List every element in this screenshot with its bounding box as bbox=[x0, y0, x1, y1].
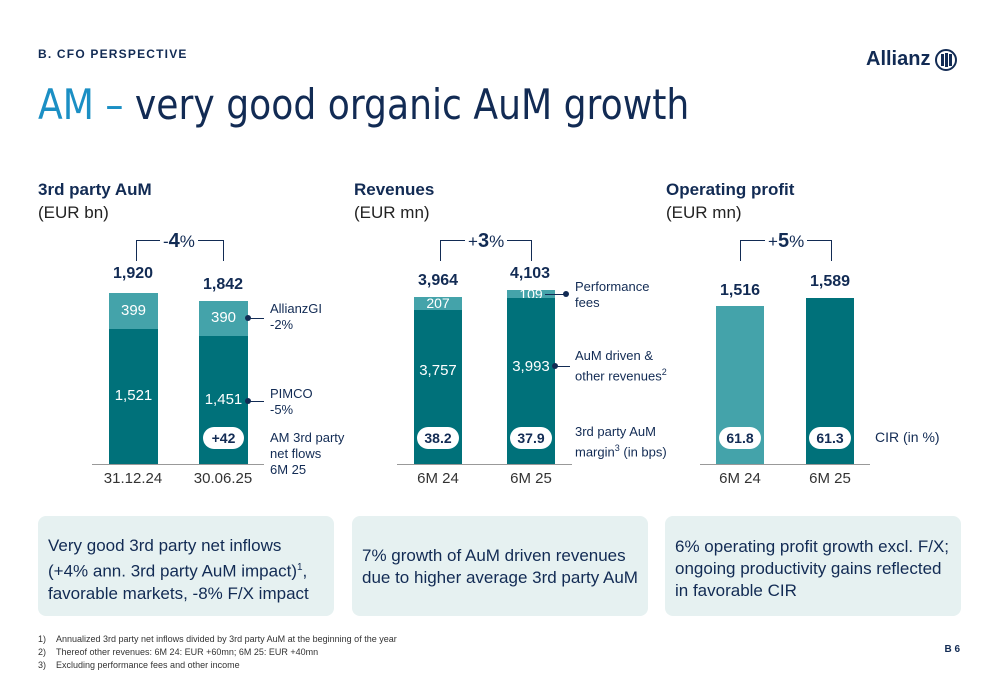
footnote-1-num: 1) bbox=[38, 634, 47, 644]
revenues-growth-sign: + bbox=[468, 232, 478, 251]
revenues-axis bbox=[397, 464, 572, 465]
op-panel-title: Operating profit bbox=[666, 180, 795, 199]
aum-allianzgi-note: AllianzGI -2% bbox=[270, 301, 323, 332]
revenues-growth: +3% bbox=[465, 230, 508, 253]
revenues-lower-label-0: 3,757 bbox=[419, 362, 457, 379]
revenues-aum-leader bbox=[557, 366, 570, 367]
op-cir-badge-0: 61.8 bbox=[719, 427, 761, 449]
op-tick-0: 6M 24 bbox=[719, 470, 761, 487]
footnote-2-text: Thereof other revenues: 6M 24: EUR +60mn… bbox=[56, 647, 319, 657]
revenues-tick-1: 6M 25 bbox=[510, 470, 552, 487]
revenues-aum-note-sup: 2 bbox=[661, 367, 667, 377]
op-total-1: 1,589 bbox=[809, 273, 851, 290]
aum-net-flows-badge: +42 bbox=[203, 427, 244, 449]
revenues-margin-note-tail: (in bps) bbox=[619, 444, 667, 460]
aum-panel-unit: (EUR bn) bbox=[38, 203, 109, 222]
revenues-aum-note-text: AuM driven & other revenues bbox=[575, 348, 662, 384]
op-cir-badge-1: 61.3 bbox=[809, 427, 851, 449]
aum-allianzgi-dot bbox=[245, 315, 251, 321]
aum-upper-label-1: 390 bbox=[210, 309, 237, 326]
aum-pimco-leader bbox=[250, 401, 264, 402]
op-total-0: 1,516 bbox=[719, 282, 761, 299]
aum-net-flows-note: AM 3rd party net flows 6M 25 bbox=[270, 430, 345, 477]
op-growth-pct: % bbox=[789, 232, 805, 251]
page-title: AM – very good organic AuM growth bbox=[38, 80, 689, 129]
aum-total-1: 1,842 bbox=[202, 276, 244, 293]
revenues-aum-note: AuM driven & other revenues2 bbox=[575, 348, 667, 384]
revenues-panel-title: Revenues bbox=[354, 180, 435, 199]
revenues-margin-badge-0: 38.2 bbox=[417, 427, 459, 449]
title-prefix: AM – bbox=[38, 80, 124, 129]
revenues-perf-note: Performance fees bbox=[575, 279, 650, 310]
aum-bar-allianzgi-0: 399 bbox=[109, 293, 158, 329]
revenues-growth-num: 3 bbox=[477, 230, 490, 252]
footnote-2-num: 2) bbox=[38, 647, 47, 657]
revenues-margin-note-text: 3rd party AuM margin bbox=[575, 424, 656, 460]
logo-text: Allianz bbox=[866, 48, 931, 70]
aum-allianzgi-leader bbox=[250, 318, 264, 319]
aum-takeaway-text: Very good 3rd party net inflows (+4% ann… bbox=[48, 536, 297, 581]
footnote-3: 3) Excluding performance fees and other i… bbox=[38, 660, 240, 670]
op-growth: +5% bbox=[765, 230, 808, 253]
op-growth-num: 5 bbox=[777, 230, 790, 252]
allianz-logo: Allianz bbox=[866, 48, 958, 71]
aum-axis bbox=[92, 464, 264, 465]
op-panel-unit: (EUR mn) bbox=[666, 203, 742, 222]
aum-lower-label-0: 1,521 bbox=[114, 387, 153, 404]
aum-growth: -4% bbox=[160, 230, 198, 253]
aum-tick-0: 31.12.24 bbox=[103, 470, 163, 487]
aum-bar-pimco-0: 1,521 bbox=[109, 329, 158, 464]
revenues-lower-label-1: 3,993 bbox=[512, 358, 550, 375]
aum-panel-title: 3rd party AuM bbox=[38, 180, 152, 199]
revenues-growth-pct: % bbox=[489, 232, 505, 251]
revenues-panel-unit: (EUR mn) bbox=[354, 203, 430, 222]
revenues-tick-0: 6M 24 bbox=[417, 470, 459, 487]
aum-lower-label-1: 1,451 bbox=[204, 391, 243, 408]
revenues-perf-leader bbox=[545, 294, 565, 295]
aum-takeaway-tail: , favorable markets, -8% F/X impact bbox=[48, 561, 309, 603]
section-label: B. CFO PERSPECTIVE bbox=[38, 47, 188, 61]
aum-growth-pct: % bbox=[179, 232, 195, 251]
revenues-bar-perf-0: 207 bbox=[414, 295, 462, 311]
aum-bar-allianzgi-1: 390 bbox=[199, 301, 248, 336]
revenues-total-1: 4,103 bbox=[509, 265, 551, 282]
footnote-3-text: Excluding performance fees and other inc… bbox=[56, 660, 240, 670]
revenues-perf-dot bbox=[563, 291, 569, 297]
revenues-margin-badge-1: 37.9 bbox=[510, 427, 552, 449]
revenues-takeaway-box: 7% growth of AuM driven revenues due to … bbox=[352, 516, 648, 616]
revenues-margin-note: 3rd party AuM margin3 (in bps) bbox=[575, 424, 667, 460]
op-growth-sign: + bbox=[768, 232, 778, 251]
aum-tick-1: 30.06.25 bbox=[193, 470, 253, 487]
revenues-aum-dot bbox=[552, 363, 558, 369]
aum-growth-num: 4 bbox=[168, 230, 180, 252]
allianz-eagle-icon bbox=[935, 48, 958, 71]
aum-takeaway-box: Very good 3rd party net inflows (+4% ann… bbox=[38, 516, 334, 616]
footnote-2: 2) Thereof other revenues: 6M 24: EUR +60… bbox=[38, 647, 318, 657]
op-axis bbox=[700, 464, 870, 465]
revenues-upper-label-0: 207 bbox=[426, 295, 450, 311]
aum-pimco-note: PIMCO -5% bbox=[270, 386, 313, 417]
aum-total-0: 1,920 bbox=[112, 265, 154, 282]
op-takeaway-box: 6% operating profit growth excl. F/X; on… bbox=[665, 516, 961, 616]
aum-takeaway-sup: 1 bbox=[296, 562, 303, 573]
aum-upper-label-0: 399 bbox=[120, 302, 147, 319]
op-cir-label: CIR (in %) bbox=[875, 429, 940, 445]
page-number: B 6 bbox=[944, 644, 960, 655]
footnote-1-text: Annualized 3rd party net inflows divided… bbox=[56, 634, 397, 644]
op-tick-1: 6M 25 bbox=[809, 470, 851, 487]
revenues-margin-note-sup: 3 bbox=[614, 443, 620, 453]
revenues-total-0: 3,964 bbox=[417, 272, 459, 289]
footnote-3-num: 3) bbox=[38, 660, 47, 670]
aum-pimco-dot bbox=[245, 398, 251, 404]
title-rest: very good organic AuM growth bbox=[123, 80, 690, 129]
aum-growth-sign: - bbox=[163, 232, 169, 251]
footnote-1: 1) Annualized 3rd party net inflows divid… bbox=[38, 634, 397, 644]
